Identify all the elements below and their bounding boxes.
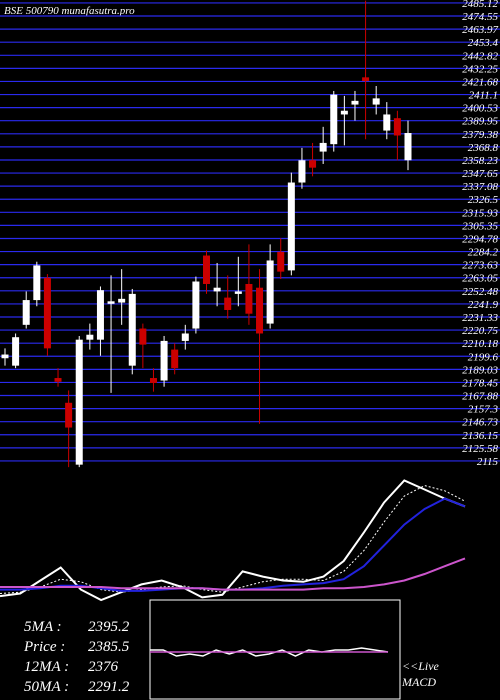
candle-body xyxy=(22,300,30,325)
y-tick-label: 2305.35 xyxy=(462,220,498,232)
candle-body xyxy=(149,378,157,383)
stat-label: 50MA : xyxy=(24,679,69,695)
indicator-line xyxy=(0,557,466,591)
candle-body xyxy=(107,301,115,304)
y-tick-label: 2326.5 xyxy=(468,194,499,206)
y-tick-label: 2337.08 xyxy=(462,181,498,193)
candle-body xyxy=(213,287,221,292)
y-tick-label: 2463.97 xyxy=(462,24,498,36)
macd-label: <<Live MACD xyxy=(401,659,440,689)
y-tick-label: 2368.8 xyxy=(468,142,499,154)
y-tick-label: 2347.65 xyxy=(462,168,498,180)
candle-body xyxy=(362,77,370,82)
candle-body xyxy=(351,100,359,105)
y-tick-label: 2411.1 xyxy=(469,90,498,102)
y-tick-label: 2273.63 xyxy=(462,260,498,272)
stat-label: Price : xyxy=(23,639,65,655)
candle-body xyxy=(393,118,401,136)
candle-body xyxy=(160,340,168,381)
candle-body xyxy=(372,98,380,105)
y-tick-label: 2157.3 xyxy=(468,404,499,416)
y-tick-label: 2284.2 xyxy=(468,247,499,259)
y-tick-label: 2389.95 xyxy=(462,116,498,128)
candle-body xyxy=(118,298,126,303)
stat-label: 12MA : xyxy=(24,659,69,675)
y-tick-label: 2231.33 xyxy=(462,312,498,324)
candle-body xyxy=(192,281,200,329)
y-tick-label: 2199.6 xyxy=(468,351,499,363)
candle-body xyxy=(266,260,274,324)
candle-body xyxy=(309,160,317,168)
y-tick-label: 2241.9 xyxy=(468,299,499,311)
y-tick-label: 2210.18 xyxy=(462,338,498,350)
macd-box xyxy=(149,599,401,700)
candle-body xyxy=(96,290,104,340)
candle-body xyxy=(340,110,348,115)
candle-body xyxy=(245,283,253,314)
candle-body xyxy=(287,182,295,271)
macd-label-line: <<Live xyxy=(402,659,440,673)
candle-body xyxy=(330,94,338,145)
y-tick-label: 2442.82 xyxy=(462,50,498,62)
candle-body xyxy=(86,334,94,340)
y-tick-label: 2115 xyxy=(477,456,499,468)
y-tick-label: 2136.15 xyxy=(462,430,498,442)
candle-body xyxy=(33,265,41,301)
y-tick-label: 2358.23 xyxy=(462,155,498,167)
y-tick-label: 2252.48 xyxy=(462,286,498,298)
y-tick-label: 2421.68 xyxy=(462,76,498,88)
candle-body xyxy=(256,287,264,334)
y-tick-label: 2400.53 xyxy=(462,103,498,115)
stat-value: 2385.5 xyxy=(88,639,130,655)
y-tick-label: 2315.93 xyxy=(462,207,498,219)
candle-body xyxy=(65,402,73,428)
y-tick-label: 2263.05 xyxy=(462,273,498,285)
macd-line xyxy=(150,647,389,657)
candle-body xyxy=(319,142,327,152)
candle-body xyxy=(383,114,391,131)
y-tick-label: 2189.03 xyxy=(462,364,498,376)
macd-label-line: MACD xyxy=(401,675,436,689)
candle-body xyxy=(171,349,179,369)
candle-body xyxy=(298,160,306,183)
candle-body xyxy=(128,293,136,366)
y-tick-label: 2125.58 xyxy=(462,443,498,455)
candle-body xyxy=(234,291,242,294)
stat-label: 5MA : xyxy=(24,619,62,635)
y-tick-label: 2294.78 xyxy=(462,233,498,245)
y-tick-label: 2379.38 xyxy=(462,129,498,141)
candle-body xyxy=(203,255,210,284)
y-tick-label: 2453.4 xyxy=(468,37,499,49)
stat-value: 2291.2 xyxy=(88,679,130,695)
candle-body xyxy=(224,297,232,310)
stat-value: 2376 xyxy=(88,659,119,675)
y-tick-label: 2432.25 xyxy=(462,63,498,75)
candle-body xyxy=(404,133,412,161)
stat-value: 2395.2 xyxy=(88,619,130,635)
y-tick-label: 2474.55 xyxy=(462,11,498,23)
candle-body xyxy=(54,378,62,382)
y-tick-label: 2485.12 xyxy=(462,0,498,10)
candle-body xyxy=(12,337,20,366)
y-tick-label: 2178.45 xyxy=(462,377,498,389)
candle-body xyxy=(181,333,189,341)
chart-title: BSE 500790 munafasutra.pro xyxy=(4,5,135,17)
candle-body xyxy=(75,339,83,465)
y-tick-label: 2220.75 xyxy=(462,325,498,337)
y-tick-label: 2146.73 xyxy=(462,417,498,429)
candle-body xyxy=(139,328,147,345)
candle-body xyxy=(277,251,285,272)
candle-body xyxy=(1,354,9,359)
candle-body xyxy=(43,277,51,349)
y-tick-label: 2167.88 xyxy=(462,391,498,403)
